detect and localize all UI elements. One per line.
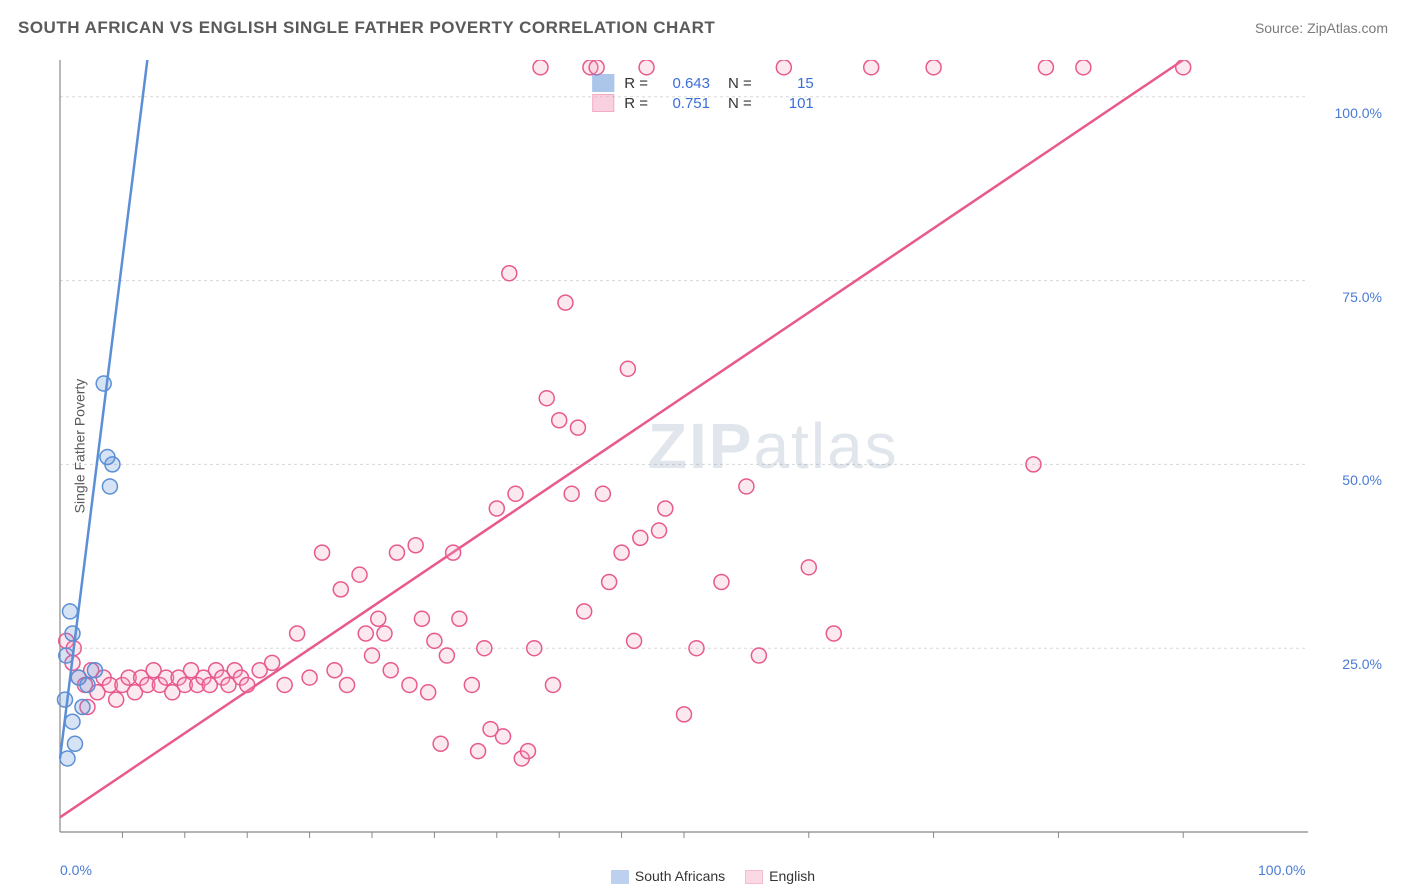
legend-swatch [592,94,614,112]
legend-swatch [592,74,614,92]
legend-r-key: R = [624,75,648,92]
correlation-legend: R = 0.643 N = 15 R = 0.751 N = 101 [592,72,814,114]
chart-source: Source: ZipAtlas.com [1255,20,1388,36]
legend-n-val: 101 [762,95,814,112]
legend-n-val: 15 [762,75,814,92]
y-tick-label: 100.0% [1335,105,1382,121]
y-tick-label: 25.0% [1342,656,1382,672]
legend-swatch [745,870,763,884]
series-legend: South Africans English [0,868,1406,884]
legend-row: R = 0.643 N = 15 [592,74,814,92]
legend-n-key: N = [728,75,752,92]
scatter-svg [50,60,1388,852]
series-name: South Africans [635,868,725,884]
legend-swatch [611,870,629,884]
y-tick-label: 75.0% [1342,289,1382,305]
legend-r-val: 0.751 [658,95,710,112]
y-tick-label: 50.0% [1342,472,1382,488]
legend-n-key: N = [728,95,752,112]
chart-area: 25.0%50.0%75.0%100.0% 0.0%100.0% [50,60,1388,852]
series-legend-item: English [725,868,815,884]
legend-row: R = 0.751 N = 101 [592,94,814,112]
chart-header: SOUTH AFRICAN VS ENGLISH SINGLE FATHER P… [18,18,1388,38]
series-legend-item: South Africans [591,868,725,884]
series-name: English [769,868,815,884]
chart-title: SOUTH AFRICAN VS ENGLISH SINGLE FATHER P… [18,18,715,38]
legend-r-val: 0.643 [658,75,710,92]
legend-r-key: R = [624,95,648,112]
